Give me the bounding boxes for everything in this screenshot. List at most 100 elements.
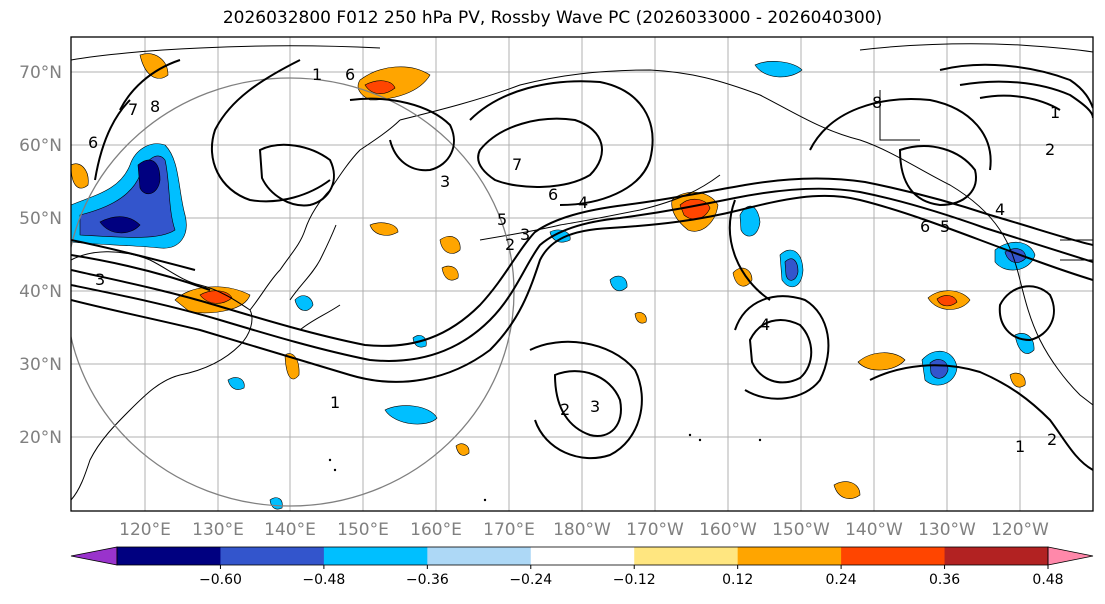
negative-anomaly-patch [739, 205, 761, 237]
lat-label: 70°N [19, 63, 62, 83]
contour-label: 6 [548, 185, 558, 204]
lon-label: 180°W [553, 520, 611, 540]
contour-label: 4 [578, 193, 588, 212]
negative-anomaly-patch [137, 159, 161, 195]
colorbar-tick-label: 0.24 [826, 572, 857, 588]
colorbar-segment [220, 547, 325, 565]
colorbar-tick-label: −0.48 [302, 572, 345, 588]
negative-anomaly-patch [294, 295, 314, 311]
colorbar-segment [841, 547, 946, 565]
longitude-axis: 120°E 130°E 140°E 150°E 160°E 170°E 180°… [119, 520, 1049, 540]
pv-anomaly-fills [71, 53, 1036, 510]
lon-label: 120°W [991, 520, 1049, 540]
lon-label: 170°E [483, 520, 535, 540]
positive-anomaly-patch [455, 443, 470, 456]
lon-label: 130°E [192, 520, 244, 540]
contour-label: 3 [590, 397, 600, 416]
lat-label: 50°N [19, 209, 62, 229]
lon-label: 120°E [119, 520, 171, 540]
lat-label: 60°N [19, 136, 62, 156]
negative-anomaly-patch [227, 377, 245, 390]
positive-anomaly-patch [439, 236, 461, 254]
contour-label: 8 [872, 93, 882, 112]
contour-label: 8 [150, 97, 160, 116]
contour-label: 2 [1047, 430, 1057, 449]
lon-label: 160°E [410, 520, 462, 540]
negative-anomaly-patch [609, 275, 628, 292]
lon-label: 130°W [918, 520, 976, 540]
contour-label: 2 [560, 400, 570, 419]
contour-label: 7 [512, 155, 522, 174]
positive-anomaly-patch [833, 481, 861, 499]
contour-label: 5 [940, 217, 950, 236]
positive-anomaly-patch [936, 295, 958, 307]
colorbar: −0.60 −0.48 −0.36 −0.24 −0.12 0.12 0.24 0.36 0.4… [70, 546, 1094, 588]
contour-labels: 1 1 1 1 2 2 2 2 3 3 3 3 4 4 4 5 5 6 6 6 … [88, 65, 1060, 456]
positive-anomaly-patch [139, 53, 169, 79]
pv-contours [71, 59, 1093, 471]
positive-anomaly-patch [71, 163, 89, 189]
positive-anomaly-patch [364, 80, 396, 94]
colorbar-segment [530, 547, 635, 565]
colorbar-tick-label: 0.48 [1032, 572, 1063, 588]
colorbar-segment [634, 547, 739, 565]
colorbar-tick-label: −0.36 [406, 572, 449, 588]
contour-label: 6 [920, 217, 930, 236]
colorbar-segment [427, 547, 532, 565]
positive-anomaly-patch [1009, 372, 1026, 388]
contour-label: 6 [88, 133, 98, 152]
colorbar-segment [944, 547, 1049, 565]
colorbar-segment [323, 547, 428, 565]
negative-anomaly-patch [754, 61, 803, 78]
latitude-axis: 70°N 60°N 50°N 40°N 30°N 20°N [19, 63, 62, 448]
negative-anomaly-patch [784, 258, 799, 281]
contour-label: 1 [1015, 437, 1025, 456]
contour-label: 1 [1050, 103, 1060, 122]
lon-label: 160°W [699, 520, 757, 540]
lon-label: 170°W [626, 520, 684, 540]
lat-label: 40°N [19, 282, 62, 302]
colorbar-extend-max [1047, 546, 1094, 566]
contour-label: 4 [995, 200, 1005, 219]
colorbar-extend-min [70, 546, 118, 566]
islands [328, 433, 762, 502]
lon-label: 140°E [264, 520, 316, 540]
lat-label: 20°N [19, 428, 62, 448]
contour-label: 5 [497, 210, 507, 229]
contour-label: 4 [760, 315, 770, 334]
contour-label: 3 [95, 270, 105, 289]
map-title: 2026032800 F012 250 hPa PV, Rossby Wave … [222, 8, 883, 28]
colorbar-tick-label: 0.12 [722, 572, 753, 588]
positive-anomaly-patch [634, 312, 647, 324]
negative-anomaly-patch [384, 405, 438, 425]
contour-label: 2 [1045, 140, 1055, 159]
lat-label: 30°N [19, 355, 62, 375]
contour-label: 3 [520, 225, 530, 244]
colorbar-tick-label: −0.60 [199, 572, 242, 588]
map-panel [70, 36, 1094, 512]
contour-label: 6 [345, 65, 355, 84]
contour-label: 7 [128, 100, 138, 119]
colorbar-tick-label: −0.12 [613, 572, 656, 588]
negative-anomaly-patch [99, 216, 141, 234]
contour-label: 2 [505, 235, 515, 254]
colorbar-segment [737, 547, 842, 565]
positive-anomaly-patch [369, 222, 399, 236]
positive-anomaly-patch [857, 352, 906, 371]
lon-label: 140°W [845, 520, 903, 540]
colorbar-tick-label: −0.24 [509, 572, 552, 588]
colorbar-segment [117, 547, 221, 565]
negative-anomaly-patch [929, 359, 949, 379]
contour-label: 1 [330, 393, 340, 412]
positive-anomaly-patch [441, 265, 459, 281]
contour-label: 1 [312, 65, 322, 84]
colorbar-frame [116, 546, 1049, 566]
map-frame [70, 36, 1094, 512]
positive-anomaly-patch [284, 353, 300, 380]
colorbar-tick-label: 0.36 [929, 572, 960, 588]
lon-label: 150°W [772, 520, 830, 540]
lon-label: 150°E [337, 520, 389, 540]
negative-anomaly-patch [549, 229, 571, 243]
contour-label: 3 [440, 172, 450, 191]
